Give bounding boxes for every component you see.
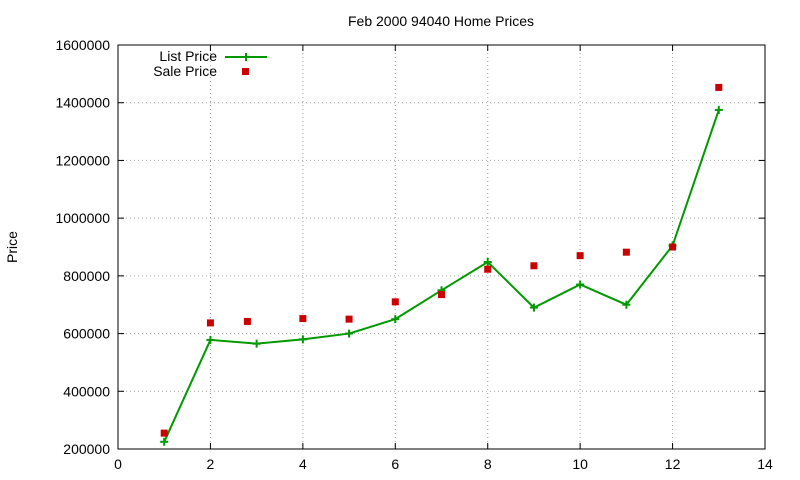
x-tick-label: 14 <box>757 456 773 472</box>
tick-labels: 0 2 4 6 8 10 12 14 200000 400000 600000 800000 10000… <box>55 37 773 472</box>
list-price-point <box>160 437 169 446</box>
y-tick-label: 600000 <box>63 326 110 342</box>
list-price-point <box>576 280 585 289</box>
y-axis-label: Price <box>4 231 20 263</box>
list-price-point <box>483 258 492 267</box>
x-tick-label: 10 <box>572 456 588 472</box>
sale-price-point <box>484 265 492 273</box>
legend-marker-sale-price <box>242 68 249 75</box>
legend-label-sale-price: Sale Price <box>153 63 217 79</box>
sale-price-point <box>345 315 353 323</box>
sale-price-point <box>206 319 214 327</box>
list-price-point <box>206 335 215 344</box>
x-tick-label: 6 <box>391 456 399 472</box>
list-price-point <box>391 315 400 324</box>
sale-price-point <box>299 315 307 323</box>
x-tick-label: 8 <box>484 456 492 472</box>
y-tick-label: 800000 <box>63 268 110 284</box>
y-tick-label: 1000000 <box>55 210 110 226</box>
sale-price-point <box>160 429 168 437</box>
list-price-point <box>714 105 723 114</box>
y-tick-label: 1400000 <box>55 95 110 111</box>
sale-price-point <box>622 248 630 256</box>
x-tick-label: 4 <box>299 456 307 472</box>
x-tick-label: 2 <box>207 456 215 472</box>
series <box>160 83 723 446</box>
legend-label-list-price: List Price <box>159 48 217 64</box>
grid <box>118 45 765 449</box>
y-tick-label: 1200000 <box>55 152 110 168</box>
plot-frame <box>117 44 766 450</box>
list-price-point <box>345 329 354 338</box>
legend: List Price Sale Price <box>153 48 267 79</box>
sale-price-point <box>391 298 399 306</box>
chart-title: Feb 2000 94040 Home Prices <box>348 13 534 29</box>
sale-price-point <box>530 262 538 270</box>
y-tick-label: 400000 <box>63 383 110 399</box>
sale-price-point <box>669 243 677 251</box>
sale-price-point <box>243 317 251 325</box>
axis-ticks <box>117 44 766 450</box>
list-price-point <box>298 335 307 344</box>
sale-price-point <box>715 83 723 91</box>
y-tick-label: 200000 <box>63 441 110 457</box>
list-price-point <box>529 303 538 312</box>
x-tick-label: 12 <box>665 456 681 472</box>
sale-price-point <box>576 252 584 260</box>
y-tick-label: 1600000 <box>55 37 110 53</box>
sale-price-point <box>438 291 445 299</box>
list-price-point <box>252 339 261 348</box>
series-line-list-price <box>163 109 720 443</box>
list-price-point <box>622 300 631 309</box>
x-tick-label: 0 <box>114 456 122 472</box>
legend-marker-list-price <box>242 53 250 61</box>
